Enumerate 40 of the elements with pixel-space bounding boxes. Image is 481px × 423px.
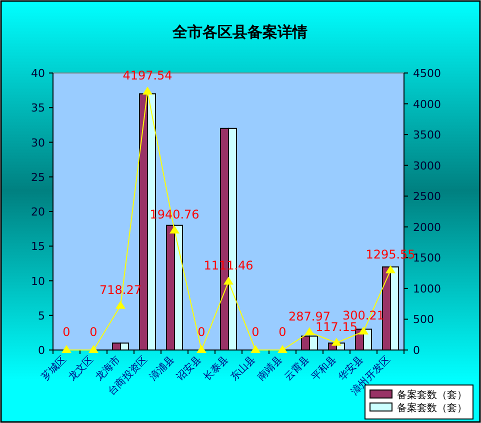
y-tick-label: 25 — [31, 170, 45, 184]
y-tick-label: 40 — [31, 67, 45, 80]
point — [88, 345, 98, 353]
y-tick-label: 35 — [31, 102, 45, 115]
data-label: 0 — [278, 325, 286, 339]
point — [142, 86, 152, 95]
data-label: 0 — [90, 325, 98, 339]
point — [116, 300, 126, 309]
y2-tick-label: 500 — [413, 313, 434, 326]
y-tick-label: 10 — [31, 274, 45, 288]
point — [386, 265, 396, 274]
y-tick-label: 15 — [31, 240, 45, 254]
point — [250, 345, 260, 353]
point — [62, 345, 72, 353]
point — [224, 276, 234, 285]
chart-title: 全市各区县备案详情 — [172, 23, 308, 41]
y-tick-label: 30 — [31, 136, 45, 150]
point — [196, 345, 206, 353]
data-label: 0 — [198, 325, 206, 339]
point — [304, 327, 314, 336]
y2-tick-label: 0 — [413, 344, 420, 357]
point — [170, 226, 180, 234]
data-label: 0 — [252, 325, 260, 339]
legend-label: 备案套数（套） — [397, 402, 467, 414]
y2-tick-label: 3500 — [413, 128, 441, 142]
y2-tick-label: 2500 — [413, 190, 441, 204]
y2-tick-label: 4500 — [413, 67, 441, 80]
y2-tick-label: 4000 — [413, 98, 441, 111]
legend-label: 备案套数（套） — [397, 389, 467, 401]
y2-tick-label: 1500 — [413, 252, 441, 265]
y-tick-label: 5 — [38, 309, 45, 322]
y2-tick-label: 3000 — [413, 159, 441, 172]
data-label: 4197.54 — [122, 68, 172, 83]
y2-tick-label: 2000 — [413, 220, 441, 234]
y2-tick-label: 1000 — [413, 282, 441, 296]
point — [332, 338, 342, 346]
point — [278, 345, 288, 353]
point — [358, 326, 368, 335]
data-label: 0 — [62, 325, 70, 339]
y-tick-label: 20 — [31, 206, 45, 218]
